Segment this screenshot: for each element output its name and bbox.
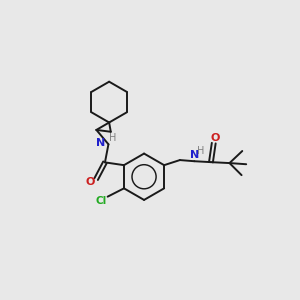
Text: O: O — [85, 177, 95, 187]
Text: O: O — [210, 133, 220, 143]
Text: N: N — [96, 138, 106, 148]
Text: H: H — [197, 146, 205, 156]
Text: Cl: Cl — [95, 196, 107, 206]
Text: N: N — [190, 150, 199, 160]
Text: H: H — [109, 133, 116, 143]
